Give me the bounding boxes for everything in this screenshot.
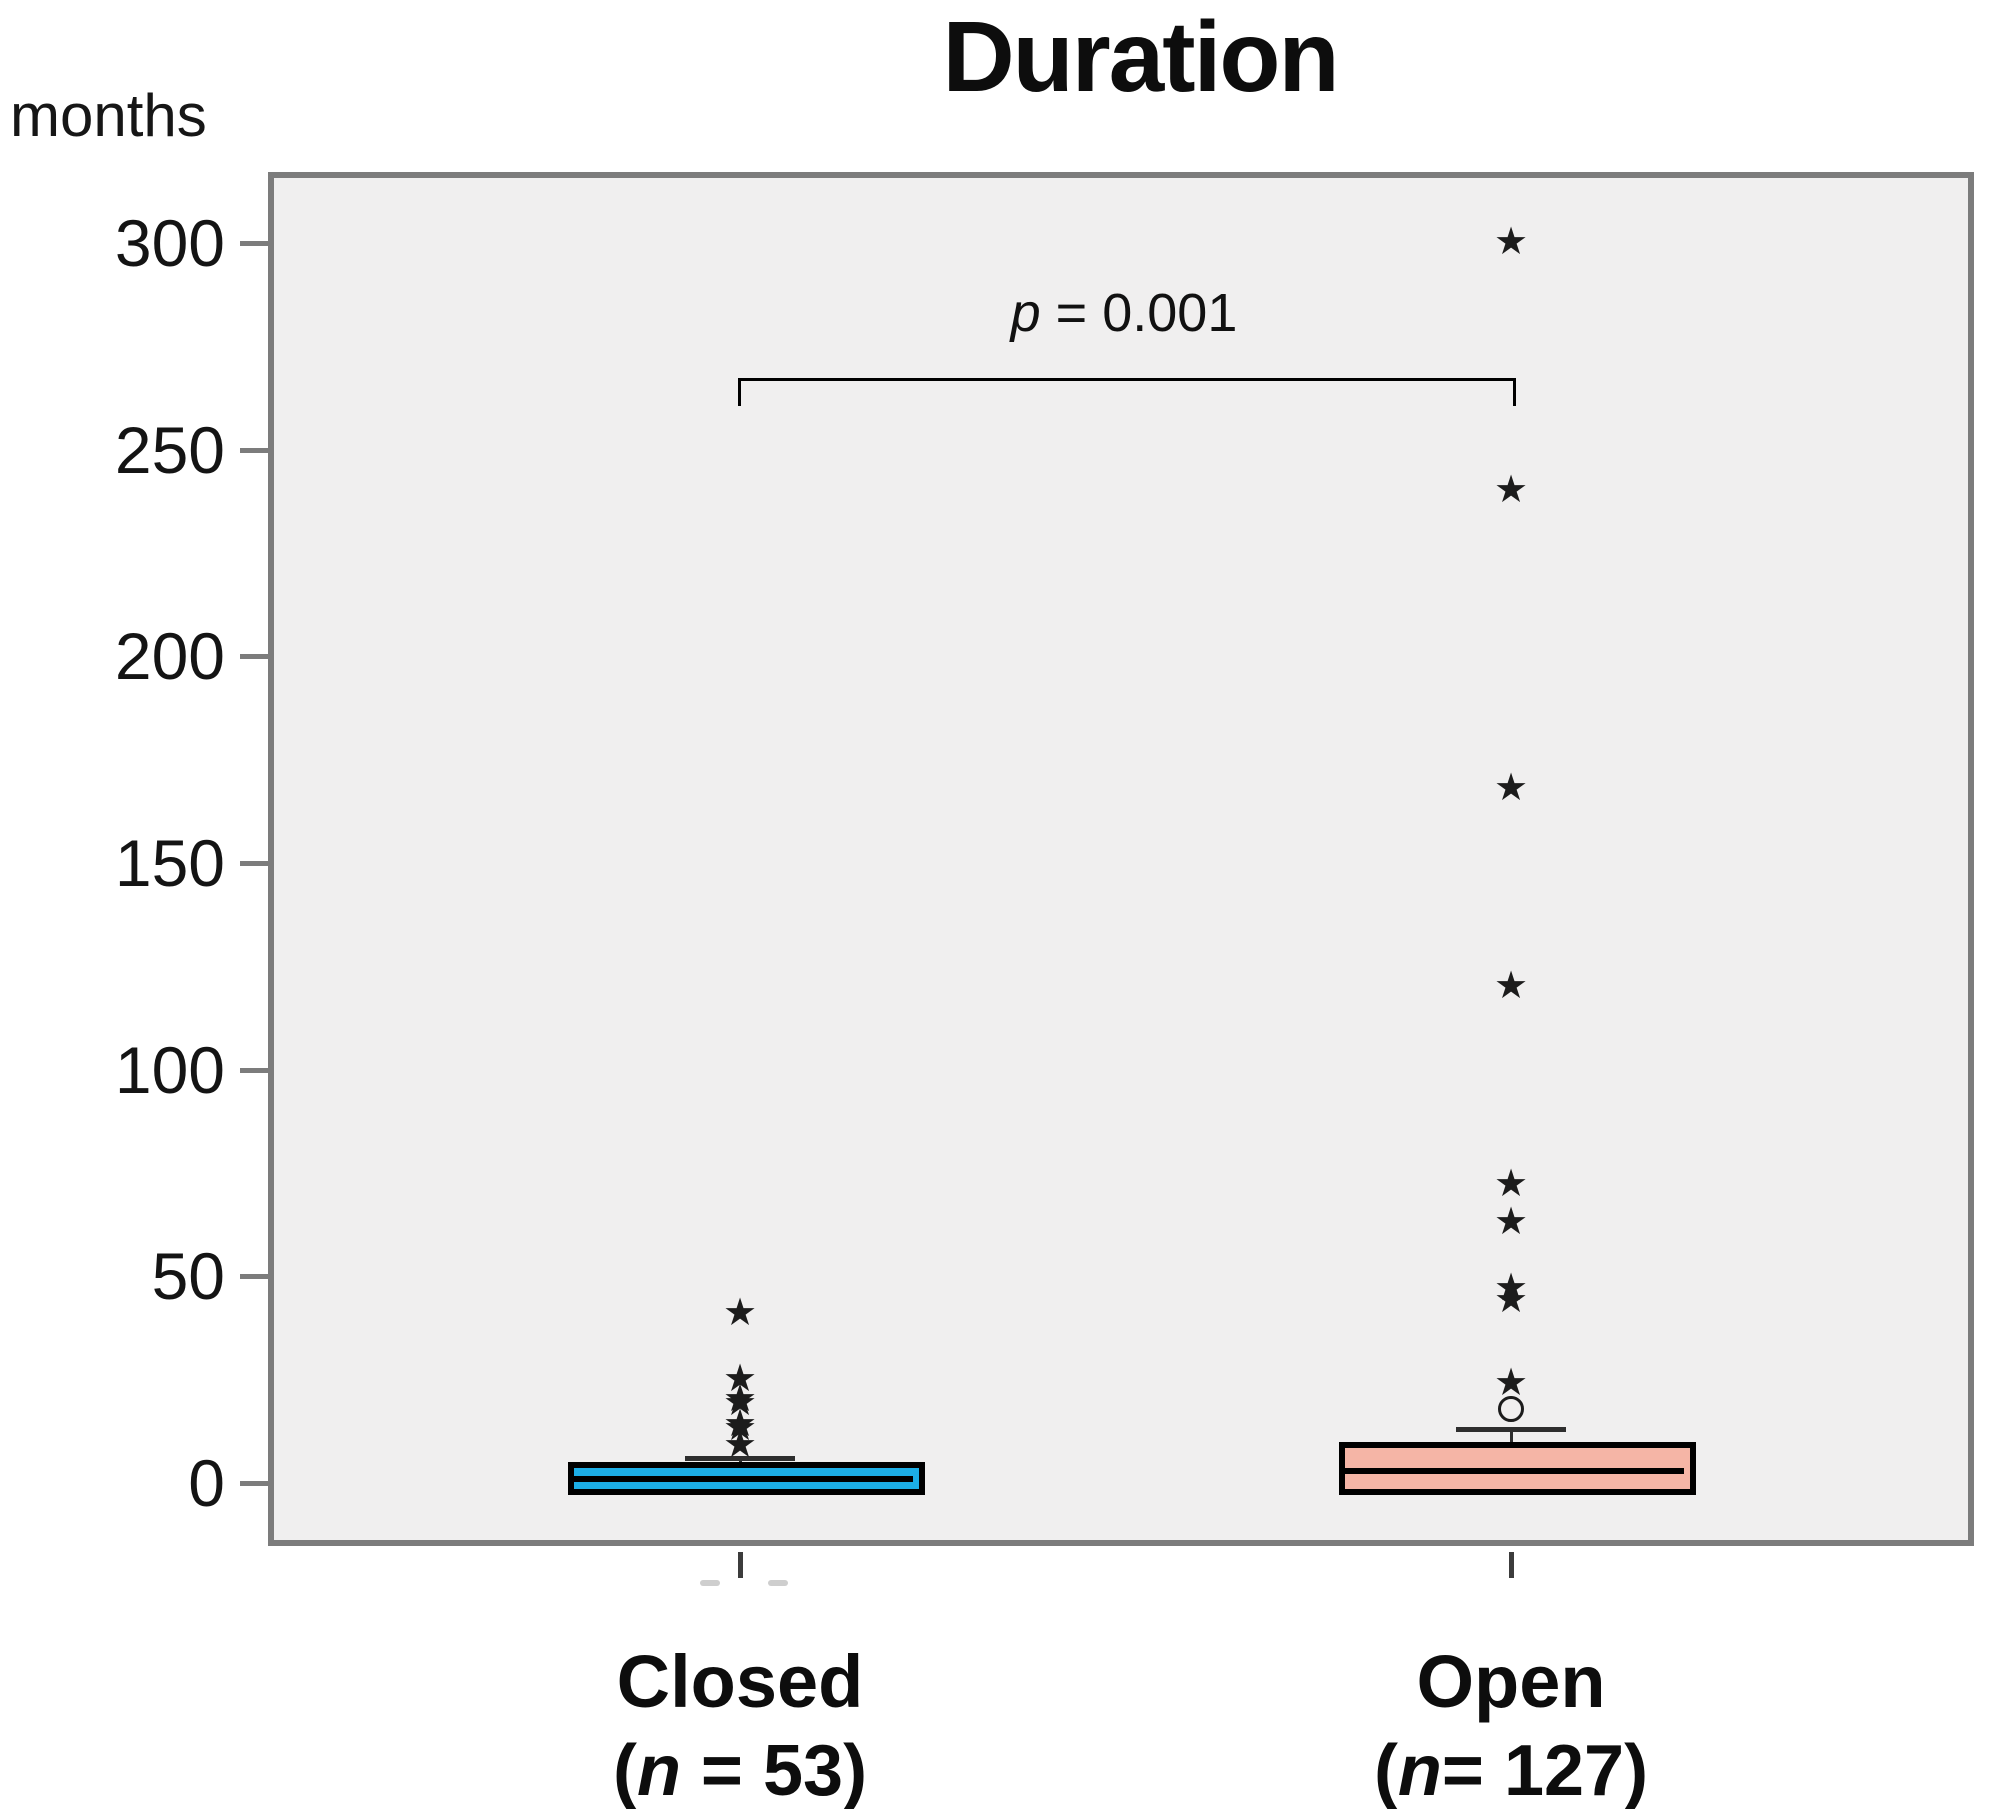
y-tick-mark xyxy=(240,861,268,866)
y-tick-mark xyxy=(240,1274,268,1280)
median-line xyxy=(567,1475,913,1482)
y-tick-label: 100 xyxy=(114,1032,225,1107)
x-tick-mark xyxy=(1509,1552,1514,1578)
outlier-star: ★ xyxy=(1493,1266,1529,1309)
p-value-text: = 0.001 xyxy=(1040,283,1238,343)
y-tick-label: 200 xyxy=(114,619,225,694)
y-tick-mark xyxy=(240,654,268,660)
category-sublabel-closed: (n = 53) xyxy=(480,1732,1000,1809)
chart-title: Duration xyxy=(942,1,1339,113)
y-tick-mark xyxy=(240,241,268,246)
y-tick-label: 300 xyxy=(114,206,225,280)
category-sublabel-part: n xyxy=(1397,1731,1442,1809)
p-value-symbol: p xyxy=(1010,283,1041,343)
y-axis-unit-label: months xyxy=(10,82,207,149)
y-tick-label: 0 xyxy=(188,1446,225,1520)
category-sublabel-part: = 127) xyxy=(1441,1731,1649,1809)
axis-artifact-mark xyxy=(700,1580,720,1586)
category-sublabel-part: ( xyxy=(612,1731,637,1809)
outlier-star: ★ xyxy=(1493,1200,1529,1243)
y-tick-mark xyxy=(240,1067,268,1073)
y-tick-label: 150 xyxy=(114,826,225,900)
y-tick-label: 50 xyxy=(151,1239,225,1314)
outlier-star: ★ xyxy=(1493,766,1529,809)
category-label-open: Open xyxy=(1416,1640,1606,1723)
outlier-star: ★ xyxy=(722,1382,758,1425)
y-tick-mark xyxy=(240,1481,268,1486)
x-tick-mark xyxy=(738,1552,743,1578)
category-label-closed: Closed xyxy=(616,1640,864,1723)
outlier-star: ★ xyxy=(1493,1163,1529,1206)
p-value-annotation: p = 0.001 xyxy=(874,284,1374,342)
category-sublabel-part: = 53) xyxy=(680,1731,868,1809)
outlier-star: ★ xyxy=(722,1423,758,1466)
category-sublabel-part: n xyxy=(636,1731,681,1809)
plot-area xyxy=(268,172,1974,1546)
outlier-star: ★ xyxy=(722,1357,758,1400)
outlier-star: ★ xyxy=(722,1403,758,1446)
outlier-circle xyxy=(1498,1395,1524,1422)
outlier-star: ★ xyxy=(722,1291,758,1334)
outlier-star: ★ xyxy=(1493,965,1529,1007)
y-tick-label: 250 xyxy=(114,412,225,487)
category-sublabel-open: (n= 127) xyxy=(1251,1732,1771,1809)
whisker-cap xyxy=(685,1456,795,1462)
outlier-star: ★ xyxy=(1493,1279,1529,1322)
axis-artifact-mark xyxy=(768,1580,788,1586)
outlier-star: ★ xyxy=(722,1378,758,1421)
whisker-cap xyxy=(1456,1427,1566,1433)
category-sublabel-part: ( xyxy=(1373,1731,1398,1809)
whisker-line xyxy=(1510,1429,1513,1442)
outlier-star: ★ xyxy=(1493,469,1529,511)
y-tick-mark xyxy=(240,447,268,453)
outlier-star: ★ xyxy=(722,1407,758,1450)
significance-bracket xyxy=(738,378,1516,406)
outlier-star: ★ xyxy=(1493,221,1529,263)
median-line xyxy=(1338,1467,1684,1474)
